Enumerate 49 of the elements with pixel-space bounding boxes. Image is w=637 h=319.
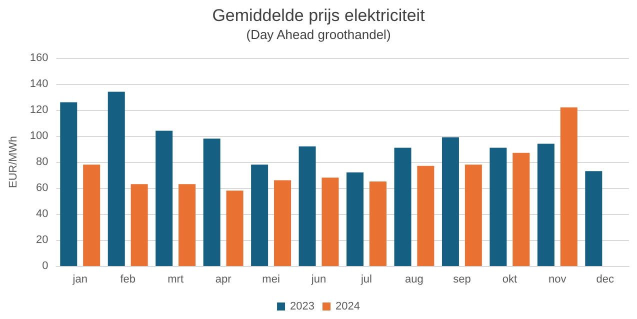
bar (251, 164, 268, 266)
y-tick-label: 40 (36, 208, 48, 220)
bar (226, 190, 244, 266)
y-tick-label: 0 (42, 260, 48, 272)
bar (537, 144, 554, 266)
bar (369, 182, 386, 266)
legend-label: 2023 (290, 300, 315, 312)
chart-title: Gemiddelde prijs elektriciteit (212, 6, 426, 25)
x-tick-label: jul (360, 274, 372, 286)
bar (464, 164, 482, 266)
bar (130, 184, 148, 266)
bar (60, 102, 78, 266)
x-tick-label: sep (453, 274, 471, 286)
x-tick-label: jan (72, 274, 88, 286)
bar (417, 166, 434, 266)
bar (108, 92, 125, 266)
y-tick-label: 80 (36, 156, 48, 168)
bar (560, 107, 578, 266)
y-tick-label: 160 (30, 52, 48, 64)
x-tick-label: nov (548, 274, 567, 286)
bar (274, 180, 292, 266)
x-tick-label: dec (596, 274, 614, 286)
bar (346, 172, 364, 266)
bar (178, 184, 196, 266)
x-tick-label: mrt (168, 274, 184, 286)
y-tick-label: 140 (30, 78, 48, 90)
x-tick-label: feb (120, 274, 136, 286)
chart-subtitle: (Day Ahead groothandel) (246, 27, 391, 42)
bar (585, 171, 602, 266)
y-tick-label: 100 (30, 130, 48, 142)
y-tick-label: 120 (30, 104, 48, 116)
bar (322, 178, 339, 266)
bar (156, 130, 173, 266)
bar (394, 148, 412, 266)
y-axis-title: EUR/MWh (8, 136, 20, 188)
bar (203, 138, 220, 266)
y-tick-label: 60 (36, 182, 48, 194)
x-tick-label: aug (405, 274, 424, 286)
bar (298, 146, 316, 266)
bar (442, 137, 459, 266)
x-tick-label: mei (262, 274, 280, 286)
x-tick-label: jun (310, 274, 326, 286)
legend-label: 2024 (336, 300, 360, 312)
x-tick-label: apr (215, 274, 232, 286)
x-tick-label: okt (502, 274, 518, 286)
bar (512, 152, 530, 266)
bar (490, 148, 507, 266)
y-tick-label: 20 (36, 234, 48, 246)
bar (83, 164, 100, 266)
